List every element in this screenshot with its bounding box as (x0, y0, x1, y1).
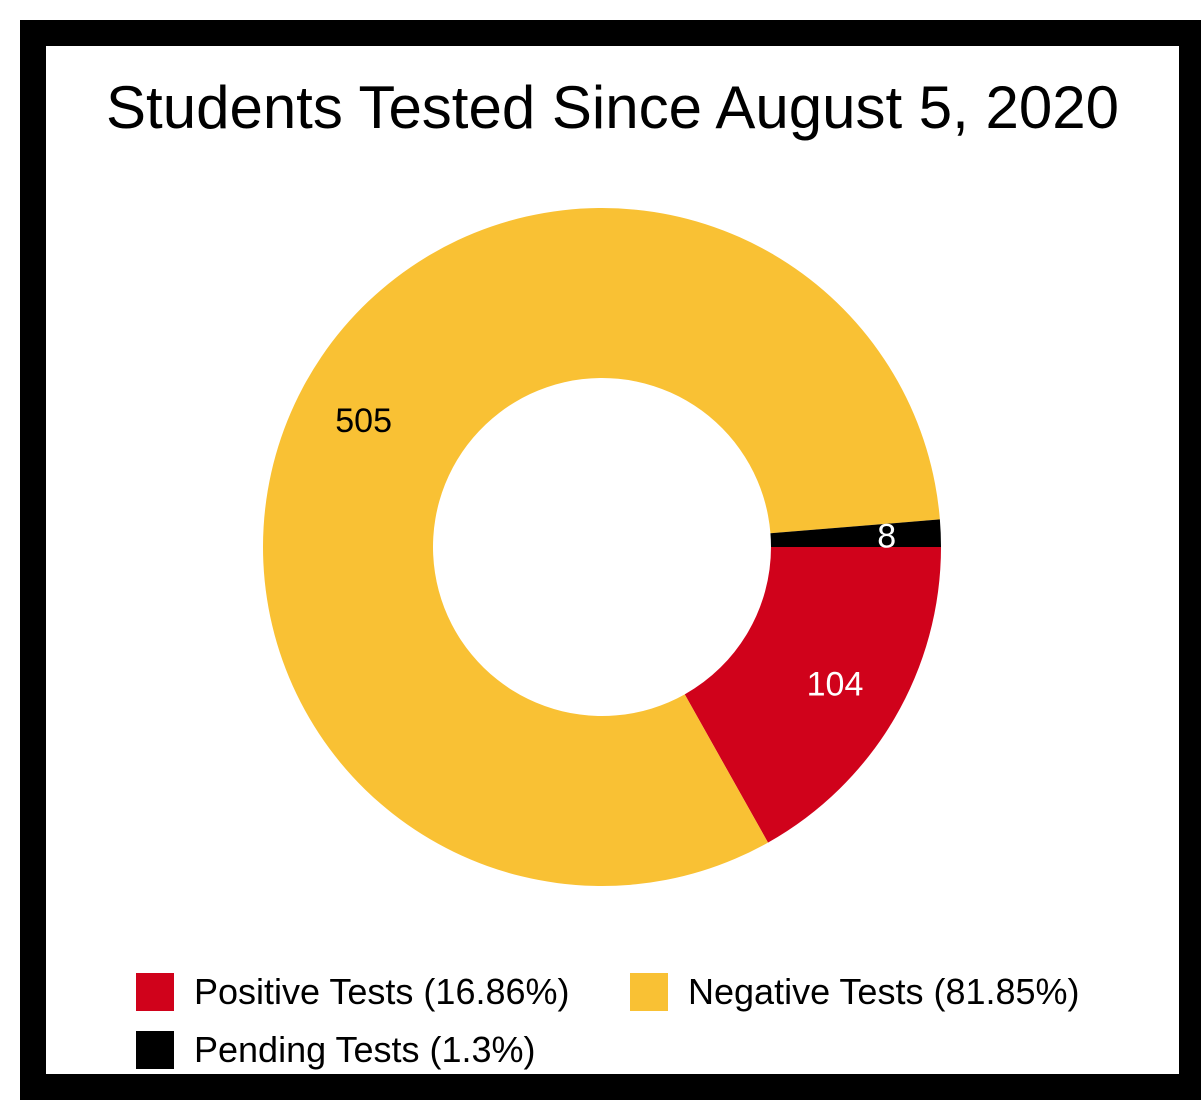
slice-positive (684, 547, 941, 843)
legend-swatch-positive (136, 973, 174, 1011)
legend-swatch-pending (136, 1031, 174, 1069)
legend-item-positive: Positive Tests (16.86%) (136, 962, 570, 1022)
slice-negative (263, 208, 940, 887)
donut-chart: 104 505 8 (263, 208, 941, 887)
data-label-positive: 104 (807, 665, 864, 703)
legend-label-positive: Positive Tests (16.86%) (194, 971, 570, 1012)
legend-swatch-negative (630, 973, 668, 1011)
legend-item-pending: Pending Tests (1.3%) (136, 1020, 536, 1080)
slice-pending (770, 519, 941, 547)
legend-item-negative: Negative Tests (81.85%) (630, 962, 1080, 1022)
legend-label-negative: Negative Tests (81.85%) (688, 971, 1080, 1012)
legend-label-pending: Pending Tests (1.3%) (194, 1029, 536, 1070)
chart-title: Students Tested Since August 5, 2020 (106, 74, 1119, 141)
data-label-pending: 8 (877, 517, 896, 555)
chart-frame: Students Tested Since August 5, 2020 104… (20, 20, 1201, 1100)
data-label-negative: 505 (335, 402, 392, 440)
